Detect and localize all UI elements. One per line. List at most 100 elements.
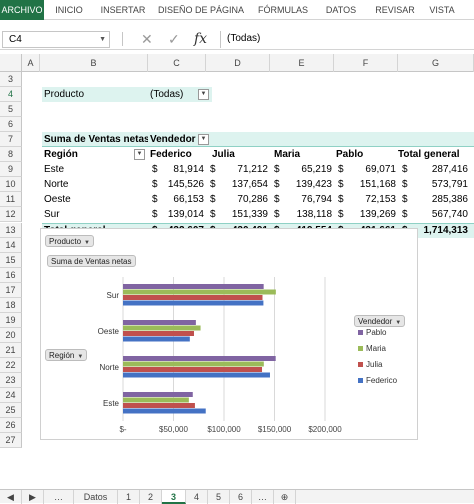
bar-maria-este (123, 397, 189, 403)
row-header-5[interactable]: 5 (0, 102, 22, 118)
chart-legend-label: Vendedor (358, 317, 393, 326)
total-value-cell[interactable]: 1,714,313 (423, 224, 469, 236)
row-header-8[interactable]: 8 (0, 147, 22, 163)
value-cell[interactable]: 65,219 (301, 164, 332, 176)
column-header-D[interactable]: D (206, 54, 270, 72)
row-header-22[interactable]: 22 (0, 357, 22, 373)
row-header-16[interactable]: 16 (0, 267, 22, 283)
select-all-corner[interactable] (0, 54, 22, 72)
tab-archivo[interactable]: ARCHIVO (0, 0, 44, 20)
row-header-3[interactable]: 3 (0, 72, 22, 87)
filter-dropdown-button[interactable]: ▼ (198, 89, 209, 101)
name-box[interactable]: C4 ▼ (2, 31, 110, 48)
column-header-F[interactable]: F (334, 54, 398, 72)
sheet-tab-6[interactable]: 6 (230, 490, 252, 504)
value-cell[interactable]: 145,526 (167, 179, 204, 191)
insert-function-icon[interactable]: fx (194, 31, 208, 47)
value-cell[interactable]: 69,071 (365, 164, 396, 176)
chart-filter-button[interactable]: Producto ▼ (45, 235, 94, 247)
value-cell[interactable]: 139,014 (167, 209, 204, 221)
row-header-15[interactable]: 15 (0, 252, 22, 268)
tab-insertar[interactable]: INSERTAR (100, 5, 146, 15)
row-label[interactable]: Región (44, 149, 78, 161)
tab-formulas[interactable]: FÓRMULAS (257, 5, 308, 15)
column-header-C[interactable]: C (148, 54, 206, 72)
value-cell[interactable]: 70,286 (237, 194, 268, 206)
tab-revisar[interactable]: REVISAR (375, 5, 415, 15)
tab-nav-next[interactable]: ▶ (22, 490, 44, 504)
bar-maria-sur (123, 289, 276, 295)
add-sheet-icon[interactable]: ⊕ (274, 490, 296, 504)
row-header-10[interactable]: 10 (0, 177, 22, 193)
value-cell[interactable]: 139,269 (359, 209, 396, 221)
value-cell[interactable]: 81,914 (173, 164, 204, 176)
row-header-19[interactable]: 19 (0, 312, 22, 328)
row-header-4[interactable]: 4 (0, 87, 22, 103)
row-header-7[interactable]: 7 (0, 132, 22, 148)
chevron-down-icon: ▼ (77, 354, 84, 360)
value-cell[interactable]: 138,118 (296, 209, 332, 221)
formula-input[interactable]: (Todas) (220, 31, 472, 48)
region-cell[interactable]: Norte (44, 179, 69, 191)
row-header-25[interactable]: 25 (0, 403, 22, 419)
region-dropdown-button[interactable]: ▼ (134, 149, 145, 161)
value-cell[interactable]: 71,212 (237, 164, 268, 176)
vendedor-dropdown-button[interactable]: ▼ (198, 134, 209, 146)
tab-diseno[interactable]: DISEÑO DE PÁGINA (157, 5, 245, 15)
row-header-14[interactable]: 14 (0, 237, 22, 253)
row-header-21[interactable]: 21 (0, 342, 22, 358)
tab-nav-more[interactable]: … (44, 490, 74, 504)
value-cell[interactable]: 151,339 (231, 209, 268, 221)
pivot-chart[interactable]: Producto ▼ Suma de Ventas netas Región ▼ V… (40, 228, 418, 440)
chevron-down-icon[interactable]: ▼ (99, 36, 106, 43)
chart-values-button[interactable]: Suma de Ventas netas (47, 255, 136, 267)
value-cell[interactable]: 567,740 (431, 209, 468, 221)
value-cell[interactable]: 285,386 (431, 194, 468, 206)
row-header-20[interactable]: 20 (0, 327, 22, 343)
row-header-9[interactable]: 9 (0, 162, 22, 178)
row-header-6[interactable]: 6 (0, 117, 22, 133)
row-header-24[interactable]: 24 (0, 388, 22, 404)
column-header-B[interactable]: B (40, 54, 148, 72)
pivot-filter-value[interactable]: (Todas) (150, 89, 184, 101)
cancel-icon[interactable]: ✕ (141, 31, 153, 47)
value-cell[interactable]: 137,654 (231, 179, 268, 191)
tab-vista[interactable]: VISTA (429, 5, 455, 15)
value-cell[interactable]: 72,153 (365, 194, 396, 206)
more-sheets[interactable]: … (252, 490, 274, 504)
confirm-icon[interactable]: ✓ (168, 31, 180, 47)
row-header-18[interactable]: 18 (0, 297, 22, 313)
column-header-A[interactable]: A (22, 54, 40, 72)
sheet-tab-3[interactable]: 3 (162, 490, 186, 504)
chart-legend-button[interactable]: Vendedor ▼ (354, 315, 406, 327)
value-cell[interactable]: 66,153 (173, 194, 204, 206)
sheet-tab-5[interactable]: 5 (208, 490, 230, 504)
row-header-13[interactable]: 13 (0, 222, 22, 238)
tab-inicio[interactable]: INICIO (55, 5, 83, 15)
region-cell[interactable]: Sur (44, 209, 60, 221)
columns-label[interactable]: Vendedor (150, 134, 196, 146)
sheet-tab-4[interactable]: 4 (186, 490, 208, 504)
sheet-tab-1[interactable]: 1 (118, 490, 140, 504)
row-header-11[interactable]: 11 (0, 192, 22, 208)
tab-datos[interactable]: DATOS (325, 5, 357, 15)
region-cell[interactable]: Oeste (44, 194, 71, 206)
chart-rows-button[interactable]: Región ▼ (45, 349, 88, 361)
chevron-down-icon: ▼ (395, 320, 402, 326)
row-header-17[interactable]: 17 (0, 282, 22, 298)
value-cell[interactable]: 151,168 (359, 179, 396, 191)
value-cell[interactable]: 573,791 (431, 179, 468, 191)
row-header-23[interactable]: 23 (0, 373, 22, 388)
value-cell[interactable]: 139,423 (295, 179, 332, 191)
row-header-12[interactable]: 12 (0, 207, 22, 223)
sheet-tab-datos[interactable]: Datos (74, 490, 118, 504)
row-header-26[interactable]: 26 (0, 418, 22, 434)
column-header-E[interactable]: E (270, 54, 334, 72)
value-cell[interactable]: 287,416 (431, 164, 468, 176)
sheet-tab-2[interactable]: 2 (140, 490, 162, 504)
region-cell[interactable]: Este (44, 164, 65, 176)
column-header-G[interactable]: G (398, 54, 474, 72)
row-header-27[interactable]: 27 (0, 433, 22, 449)
tab-nav-prev[interactable]: ◀ (0, 490, 22, 504)
value-cell[interactable]: 76,794 (301, 194, 332, 206)
